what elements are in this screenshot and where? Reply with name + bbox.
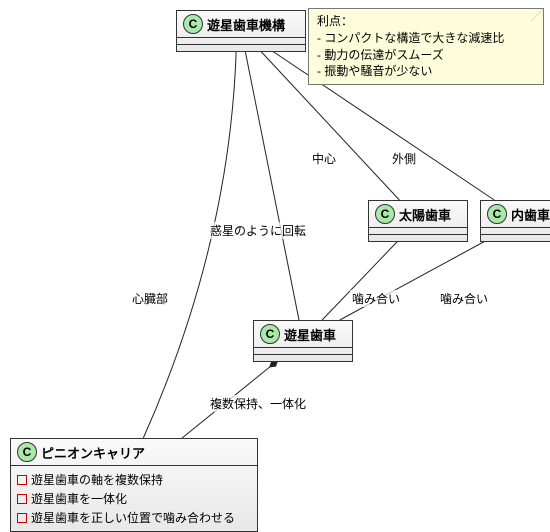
edge-label: 中心 bbox=[310, 150, 338, 167]
node-label: ピニオンキャリア bbox=[41, 443, 145, 462]
edge-line bbox=[322, 240, 399, 320]
node-header: C遊星歯車 bbox=[254, 321, 352, 348]
attr-text: 遊星歯車を一体化 bbox=[31, 490, 127, 507]
class-node-sun: C太陽歯車 bbox=[368, 200, 468, 242]
edge-line bbox=[143, 50, 236, 438]
attr-text: 遊星歯車の軸を複数保持 bbox=[31, 471, 163, 488]
advantages-note: 利点：- コンパクトな構造で大きな減速比- 動力の伝達がスムーズ- 振動や騒音が… bbox=[308, 8, 544, 85]
class-node-root: C遊星歯車機構 bbox=[176, 10, 306, 52]
node-label: 内歯車 bbox=[511, 205, 550, 224]
node-label: 遊星歯車機構 bbox=[207, 15, 285, 34]
class-node-carrier: Cピニオンキャリア遊星歯車の軸を複数保持遊星歯車を一体化遊星歯車を正しい位置で噛… bbox=[10, 438, 258, 532]
node-header: Cピニオンキャリア bbox=[11, 439, 257, 466]
class-icon: C bbox=[183, 14, 203, 34]
class-node-planet: C遊星歯車 bbox=[253, 320, 353, 362]
node-header: C遊星歯車機構 bbox=[177, 11, 305, 38]
class-icon: C bbox=[17, 442, 37, 462]
edge-label: 惑星のように回転 bbox=[208, 222, 308, 239]
note-line: 利点： bbox=[317, 13, 535, 30]
edge-label: 心臓部 bbox=[130, 290, 170, 307]
attr-marker-icon bbox=[17, 494, 27, 504]
node-header: C太陽歯車 bbox=[369, 201, 467, 228]
edge-label: 複数保持、一体化 bbox=[208, 395, 308, 412]
node-label: 遊星歯車 bbox=[284, 325, 336, 344]
attr-text: 遊星歯車を正しい位置で噛み合わせる bbox=[31, 509, 235, 526]
node-header: C内歯車 bbox=[481, 201, 550, 228]
attr-marker-icon bbox=[17, 513, 27, 523]
class-icon: C bbox=[260, 324, 280, 344]
node-label: 太陽歯車 bbox=[399, 205, 451, 224]
edge-line bbox=[340, 240, 487, 320]
note-line: - 振動や騒音が少ない bbox=[317, 63, 535, 80]
attr-row: 遊星歯車を一体化 bbox=[17, 489, 251, 508]
class-node-inner: C内歯車 bbox=[480, 200, 550, 242]
class-icon: C bbox=[487, 204, 507, 224]
edge-label: 噛み合い bbox=[438, 290, 490, 307]
note-line: - コンパクトな構造で大きな減速比 bbox=[317, 30, 535, 47]
attr-row: 遊星歯車を正しい位置で噛み合わせる bbox=[17, 508, 251, 527]
note-line: - 動力の伝達がスムーズ bbox=[317, 47, 535, 64]
class-icon: C bbox=[375, 204, 395, 224]
edge-label: 外側 bbox=[390, 150, 418, 167]
attr-marker-icon bbox=[17, 475, 27, 485]
edge-label: 噛み合い bbox=[350, 290, 402, 307]
node-attrs: 遊星歯車の軸を複数保持遊星歯車を一体化遊星歯車を正しい位置で噛み合わせる bbox=[11, 466, 257, 531]
attr-row: 遊星歯車の軸を複数保持 bbox=[17, 470, 251, 489]
edge-line bbox=[245, 50, 299, 320]
